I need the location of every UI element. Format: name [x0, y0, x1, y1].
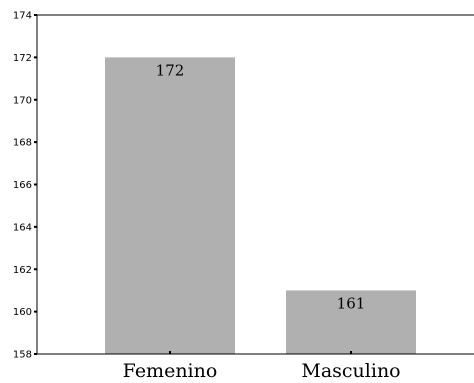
- y-tick-label-174: 174: [13, 11, 32, 22]
- y-tick-label-170: 170: [13, 95, 32, 106]
- y-tick-label-164: 164: [13, 222, 32, 233]
- data-label-masculino: 161: [337, 294, 366, 312]
- y-tick-label-168: 168: [13, 138, 32, 149]
- y-tick-label-158: 158: [13, 350, 32, 361]
- data-label-femenino: 172: [156, 61, 185, 79]
- bar-femenino: [105, 57, 235, 354]
- y-tick-label-166: 166: [13, 180, 32, 191]
- bar-masculino: [286, 290, 416, 354]
- x-tick-label-femenino: Femenino: [123, 360, 218, 382]
- x-tick-label-masculino: Masculino: [301, 360, 400, 382]
- bars-group: 172 161: [105, 57, 416, 354]
- y-tick-label-172: 172: [13, 53, 32, 64]
- y-tick-label-160: 160: [13, 307, 32, 318]
- y-tick-label-162: 162: [13, 265, 32, 276]
- axes-group: 158 160 162 164 166 168 170 172 174 Femenino Mascu…: [13, 11, 474, 382]
